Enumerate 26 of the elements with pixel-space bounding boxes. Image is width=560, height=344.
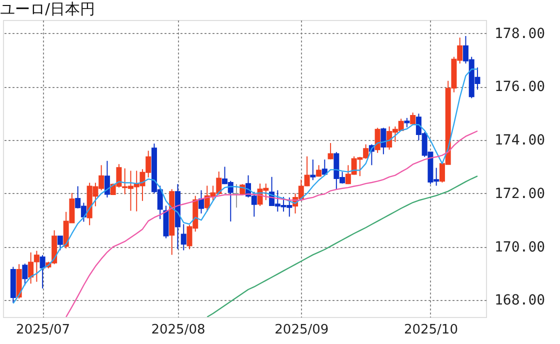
- x-tick-label: 2025/10: [404, 322, 458, 338]
- y-tick-label: 172.00: [494, 186, 546, 202]
- candlestick: [328, 142, 334, 160]
- candlestick: [310, 159, 316, 181]
- candlestick: [374, 127, 380, 154]
- candlestick: [198, 190, 204, 214]
- candlestick: [380, 127, 386, 155]
- x-tick-label: 2025/07: [16, 322, 70, 338]
- chart-title: ユーロ/日本円: [0, 0, 96, 18]
- line-series: [206, 176, 478, 317]
- candlestick: [22, 263, 28, 286]
- y-tick-label: 170.00: [494, 239, 546, 256]
- y-tick-label: 174.00: [494, 132, 546, 149]
- line-series: [12, 68, 478, 304]
- candlestick: [180, 224, 186, 251]
- y-tick-label: 168.00: [494, 292, 546, 309]
- y-tick-label: 176.00: [494, 79, 546, 96]
- x-tick-label: 2025/08: [151, 322, 206, 338]
- candlestick: [104, 160, 110, 198]
- candlestick: [322, 159, 328, 176]
- candlestick: [404, 117, 410, 128]
- y-tick-label: 178.00: [494, 26, 546, 42]
- candlestick: [57, 236, 63, 251]
- x-tick-label: 2025/09: [274, 322, 329, 338]
- line-series: [65, 130, 478, 317]
- candlestick: [40, 254, 46, 289]
